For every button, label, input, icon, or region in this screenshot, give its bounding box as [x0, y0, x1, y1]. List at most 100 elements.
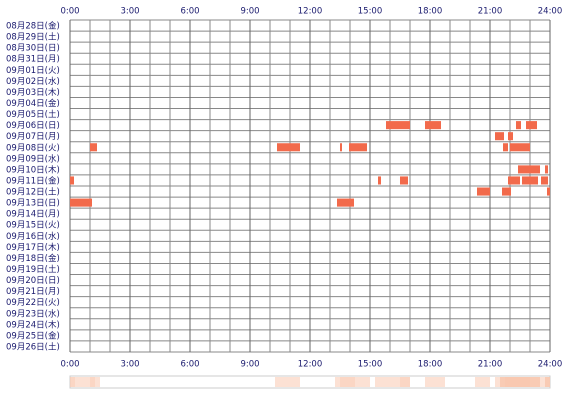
row-label: 09月26日(土) — [6, 341, 60, 352]
density-cell — [80, 377, 85, 387]
density-cell — [280, 377, 285, 387]
density-cell — [375, 377, 380, 387]
density-cell — [405, 377, 410, 387]
row-label: 09月15日(火) — [6, 221, 60, 231]
density-cell — [70, 377, 75, 387]
density-cell — [295, 377, 300, 387]
row-label: 09月03日(木) — [6, 87, 60, 98]
activity-segment — [400, 176, 408, 185]
activity-segment — [386, 121, 410, 130]
activity-segment — [508, 176, 520, 185]
row-label: 08月28日(金) — [6, 21, 60, 32]
activity-segment — [349, 143, 367, 152]
activity-segment — [503, 143, 508, 152]
density-cell — [335, 377, 340, 387]
activity-segment — [477, 187, 490, 196]
x-tick-label-bottom: 24:00 — [538, 360, 563, 370]
activity-segment — [340, 143, 342, 152]
x-tick-label-top: 15:00 — [358, 7, 383, 17]
row-label: 09月20日(日) — [6, 276, 60, 286]
density-cell — [425, 377, 430, 387]
density-cell — [510, 377, 515, 387]
density-cell — [440, 377, 445, 387]
row-label: 09月14日(月) — [6, 210, 60, 220]
x-tick-label-top: 24:00 — [538, 7, 563, 17]
row-label: 09月02日(水) — [6, 76, 60, 87]
activity-segment — [337, 198, 354, 207]
activity-segment — [70, 198, 92, 207]
x-tick-label-bottom: 6:00 — [180, 360, 199, 370]
row-label: 09月10日(木) — [6, 164, 60, 175]
density-cell — [545, 377, 550, 387]
x-tick-label-top: 12:00 — [298, 7, 323, 17]
density-cell — [360, 377, 365, 387]
x-tick-label-top: 3:00 — [120, 7, 139, 17]
activity-segment — [425, 121, 441, 130]
row-label: 08月30日(日) — [6, 44, 60, 54]
density-cell — [340, 377, 345, 387]
row-label: 09月01日(火) — [6, 66, 60, 76]
row-label: 09月09日(水) — [6, 153, 60, 164]
density-cell — [395, 377, 400, 387]
activity-segment — [526, 121, 537, 130]
density-cell — [290, 377, 295, 387]
activity-segment — [508, 132, 513, 141]
density-cell — [515, 377, 520, 387]
row-label: 09月11日(金) — [6, 175, 60, 186]
x-tick-label-bottom: 18:00 — [418, 360, 443, 370]
row-label: 09月17日(木) — [6, 242, 60, 253]
density-cell — [475, 377, 480, 387]
row-label: 09月21日(月) — [6, 287, 60, 297]
density-cell — [485, 377, 490, 387]
x-tick-label-bottom: 21:00 — [478, 360, 503, 370]
activity-segment — [547, 187, 550, 196]
row-label: 09月08日(火) — [6, 143, 60, 153]
density-cell — [75, 377, 80, 387]
row-label: 09月06日(日) — [6, 121, 60, 131]
row-label: 09月25日(金) — [6, 330, 60, 341]
activity-segment — [516, 121, 521, 130]
row-label: 08月29日(土) — [6, 32, 60, 43]
density-cell — [435, 377, 440, 387]
activity-segment — [541, 176, 548, 185]
row-label: 09月07日(月) — [6, 132, 60, 142]
density-cell — [390, 377, 395, 387]
activity-segment — [495, 132, 504, 141]
density-cell — [525, 377, 530, 387]
row-label: 09月19日(土) — [6, 264, 60, 275]
density-cell — [285, 377, 290, 387]
density-cell — [530, 377, 535, 387]
density-cell — [85, 377, 90, 387]
row-label: 09月24日(木) — [6, 319, 60, 330]
activity-segment — [378, 176, 381, 185]
density-cell — [355, 377, 360, 387]
density-cell — [345, 377, 350, 387]
x-tick-label-bottom: 12:00 — [298, 360, 323, 370]
x-tick-label-bottom: 3:00 — [120, 360, 139, 370]
activity-segment — [277, 143, 300, 152]
density-cell — [430, 377, 435, 387]
x-tick-label-top: 0:00 — [60, 7, 79, 17]
x-tick-label-bottom: 9:00 — [240, 360, 259, 370]
activity-segment — [522, 176, 538, 185]
density-cell — [350, 377, 355, 387]
row-label: 09月23日(水) — [6, 308, 60, 319]
x-tick-label-top: 9:00 — [240, 7, 259, 17]
row-label: 08月31日(月) — [6, 55, 60, 65]
density-cell — [365, 377, 370, 387]
density-cell — [535, 377, 540, 387]
density-cell — [385, 377, 390, 387]
x-tick-label-top: 6:00 — [180, 7, 199, 17]
activity-segment — [90, 143, 97, 152]
row-label: 09月13日(日) — [6, 199, 60, 209]
row-label: 09月12日(土) — [6, 187, 60, 198]
row-label: 09月05日(土) — [6, 109, 60, 120]
x-tick-label-bottom: 0:00 — [60, 360, 79, 370]
x-tick-label-top: 21:00 — [478, 7, 503, 17]
density-cell — [275, 377, 280, 387]
activity-segment — [545, 165, 548, 174]
density-cell — [90, 377, 95, 387]
row-label: 09月16日(水) — [6, 231, 60, 242]
density-cell — [505, 377, 510, 387]
